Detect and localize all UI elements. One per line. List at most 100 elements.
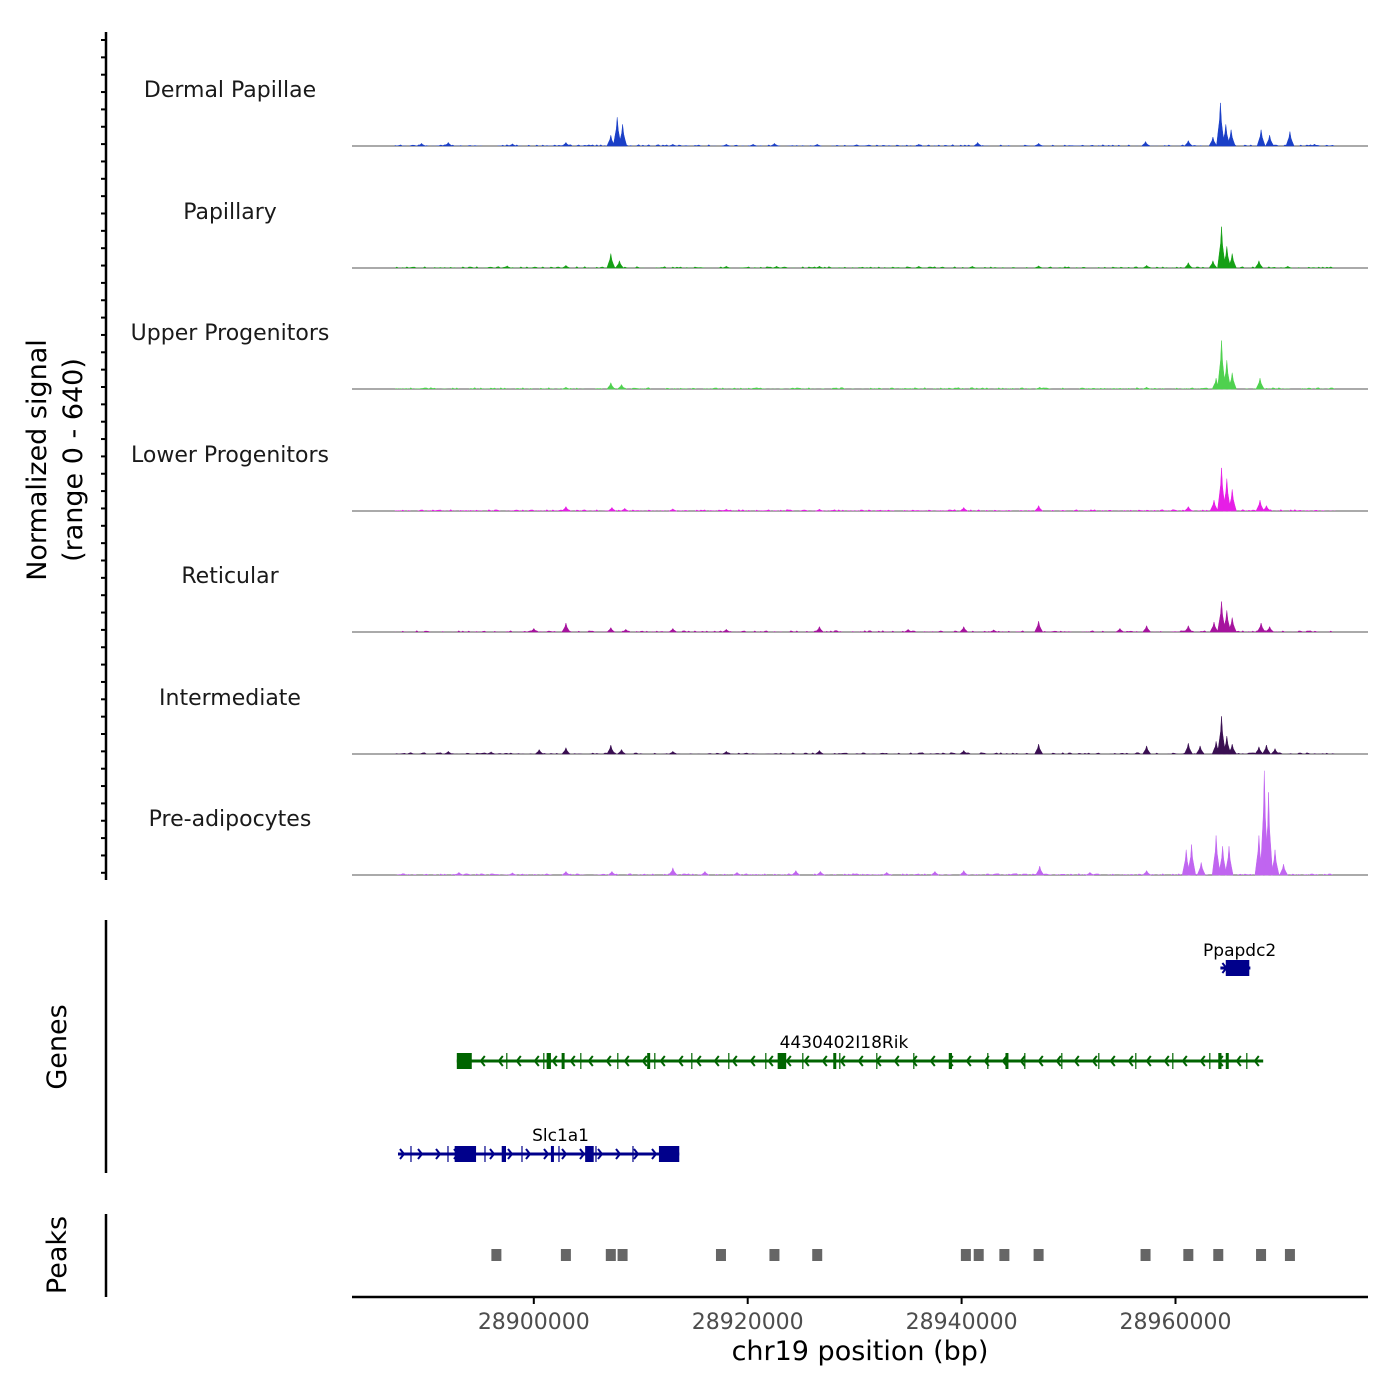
strand-arrow (749, 1055, 756, 1067)
strand-arrow (1091, 1055, 1098, 1067)
strand-arrow (533, 1055, 540, 1067)
coverage-peak (1142, 869, 1152, 876)
gene-exon (1005, 1053, 1009, 1069)
strand-arrow (1253, 1055, 1260, 1067)
coverage-peak (814, 749, 825, 755)
strand-arrow (1055, 1055, 1062, 1067)
coverage-peak (443, 141, 454, 147)
track-reticular (352, 601, 1368, 633)
coverage-peak (722, 508, 731, 512)
coverage-peak (959, 625, 969, 633)
peak-region (605, 1249, 616, 1261)
coverage-peak (1035, 865, 1045, 876)
coverage-peak (1227, 744, 1237, 755)
coverage-peak (968, 265, 977, 269)
coverage-peak (668, 627, 678, 633)
gene-4430402i18rik: 4430402I18Rik (456, 1033, 1264, 1069)
coverage-peak (534, 748, 545, 755)
coverage-peak (1208, 136, 1218, 147)
coverage-peak (1085, 871, 1095, 876)
coverage-peak (813, 143, 822, 147)
coverage-peak (561, 870, 571, 876)
coverage-peak (1142, 264, 1151, 269)
coverage-peak (1195, 745, 1205, 755)
peak-region (1183, 1249, 1194, 1261)
coverage-peak (1279, 864, 1289, 876)
strand-arrow (435, 1148, 442, 1160)
coverage-peak (749, 143, 758, 147)
coverage-peak (904, 628, 913, 633)
coverage-peak (444, 750, 453, 755)
coverage-peak (561, 622, 571, 633)
gene-exon (1218, 1053, 1222, 1069)
coverage-peak (607, 506, 617, 512)
strand-arrow (507, 1148, 514, 1160)
coverage-peak (1196, 862, 1206, 876)
coverage-peak (814, 625, 825, 633)
coverage-peak (1034, 142, 1043, 147)
coverage-peak (1227, 489, 1237, 512)
peak-region (769, 1249, 780, 1261)
strand-arrow (551, 1055, 558, 1067)
strand-arrow (1073, 1055, 1080, 1067)
strand-arrow (633, 1148, 640, 1160)
strand-arrow (1145, 1055, 1152, 1067)
peak-region (1033, 1249, 1044, 1261)
peak-region (1213, 1249, 1224, 1261)
coverage-peak (616, 748, 627, 755)
track-label-dermal-papillae: Dermal Papillae (143, 78, 317, 103)
track-lower-progenitors (352, 467, 1368, 512)
coverage-peak (1115, 627, 1125, 633)
coverage-peak (1140, 140, 1151, 147)
gene-exon (501, 1146, 507, 1162)
track-noise-area (394, 873, 1336, 875)
track-label-papillary: Papillary (183, 200, 277, 225)
strand-arrow (1235, 1055, 1242, 1067)
track-label-upper-progenitors: Upper Progenitors (130, 321, 330, 346)
coverage-peak (815, 265, 824, 269)
strand-arrow (803, 1055, 810, 1067)
track-noise-area (394, 509, 1336, 511)
coverage-peak (815, 508, 824, 512)
coverage-peak (1270, 747, 1280, 755)
coverage-peak (1261, 504, 1272, 512)
coverage-peak (1034, 744, 1044, 755)
track-pre-adipocytes (352, 770, 1368, 876)
strand-arrow (893, 1055, 900, 1067)
coverage-peak (606, 744, 616, 755)
gene-exon (454, 1146, 477, 1162)
coverage-peak (668, 143, 678, 147)
coverage-peak (1034, 265, 1043, 269)
coverage-peak (722, 143, 731, 147)
strand-arrow (543, 1148, 550, 1160)
coverage-peak (508, 143, 517, 147)
coverage-peak (1208, 259, 1218, 269)
gene-exon (1225, 960, 1250, 976)
coverage-peak (1224, 846, 1234, 876)
coverage-peak (561, 505, 571, 512)
coverage-peak (1283, 265, 1293, 269)
coverage-peak (1184, 743, 1193, 755)
coverage-peak (606, 626, 616, 633)
gene-exon (777, 1053, 787, 1069)
coverage-peak (1183, 139, 1194, 147)
strand-arrow (929, 1055, 936, 1067)
coverage-peak (1265, 625, 1275, 633)
strand-arrow (677, 1055, 684, 1067)
coverage-peak (618, 124, 628, 147)
coverage-peak (700, 870, 710, 876)
coverage-peak (1255, 378, 1265, 390)
coverage-peak (668, 750, 678, 755)
gene-label: Slc1a1 (532, 1126, 589, 1146)
coverage-peak (1142, 624, 1152, 633)
track-noise-area (394, 387, 1336, 389)
gene-slc1a1: Slc1a1 (397, 1126, 680, 1162)
strand-arrow (1127, 1055, 1134, 1067)
strand-arrow (497, 1055, 504, 1067)
coverage-peak (914, 265, 924, 269)
coverage-peak (668, 866, 678, 876)
x-tick-label: 28960000 (1120, 1310, 1232, 1335)
coverage-peak (508, 872, 517, 876)
strand-arrow (821, 1055, 828, 1067)
